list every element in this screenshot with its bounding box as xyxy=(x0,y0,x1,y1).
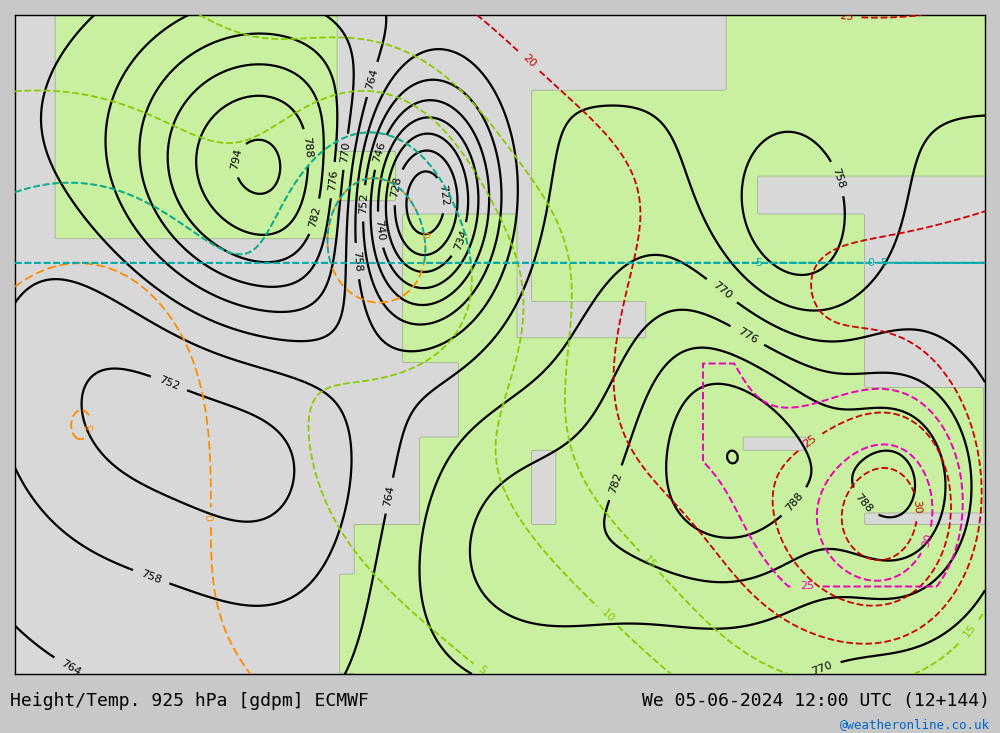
Text: Height/Temp. 925 hPa [gdpm] ECMWF: Height/Temp. 925 hPa [gdpm] ECMWF xyxy=(10,691,369,710)
Text: 752: 752 xyxy=(358,193,369,214)
Text: 728: 728 xyxy=(390,176,404,199)
Text: 770: 770 xyxy=(810,660,834,677)
Text: 25: 25 xyxy=(801,434,819,450)
Text: 25: 25 xyxy=(800,581,815,592)
Text: 15: 15 xyxy=(962,622,978,640)
Text: 25: 25 xyxy=(839,11,854,22)
Text: 0: 0 xyxy=(867,258,874,268)
Text: 20: 20 xyxy=(521,53,538,70)
Text: 5: 5 xyxy=(476,664,488,677)
Text: 0: 0 xyxy=(419,230,430,239)
Text: -5: -5 xyxy=(84,421,96,434)
Text: 764: 764 xyxy=(382,485,396,507)
Text: 776: 776 xyxy=(736,325,759,345)
Text: 770: 770 xyxy=(710,280,733,301)
Text: 788: 788 xyxy=(301,136,313,158)
Text: 746: 746 xyxy=(372,141,388,163)
Text: 15: 15 xyxy=(641,553,658,570)
Text: 5: 5 xyxy=(755,258,762,268)
Text: 30: 30 xyxy=(920,532,934,548)
Text: 764: 764 xyxy=(59,658,82,677)
Text: 794: 794 xyxy=(229,148,243,171)
Text: 758: 758 xyxy=(351,250,363,272)
Text: 758: 758 xyxy=(831,167,847,190)
Text: 734: 734 xyxy=(452,228,469,251)
Text: 740: 740 xyxy=(373,218,386,241)
Text: 764: 764 xyxy=(364,68,380,91)
Text: 10: 10 xyxy=(599,608,616,625)
Text: 788: 788 xyxy=(784,491,806,514)
Text: 0: 0 xyxy=(206,514,216,520)
Text: 770: 770 xyxy=(339,141,352,163)
Text: 722: 722 xyxy=(437,184,450,206)
Text: 752: 752 xyxy=(157,375,181,392)
Text: We 05-06-2024 12:00 UTC (12+144): We 05-06-2024 12:00 UTC (12+144) xyxy=(642,691,990,710)
Text: 776: 776 xyxy=(327,169,339,191)
Text: 782: 782 xyxy=(308,205,323,228)
Text: 30: 30 xyxy=(911,500,922,515)
Text: @weatheronline.co.uk: @weatheronline.co.uk xyxy=(840,718,990,731)
Text: 758: 758 xyxy=(139,568,163,586)
Text: 788: 788 xyxy=(853,492,874,515)
Text: -5: -5 xyxy=(877,258,888,268)
Text: 782: 782 xyxy=(607,471,624,495)
